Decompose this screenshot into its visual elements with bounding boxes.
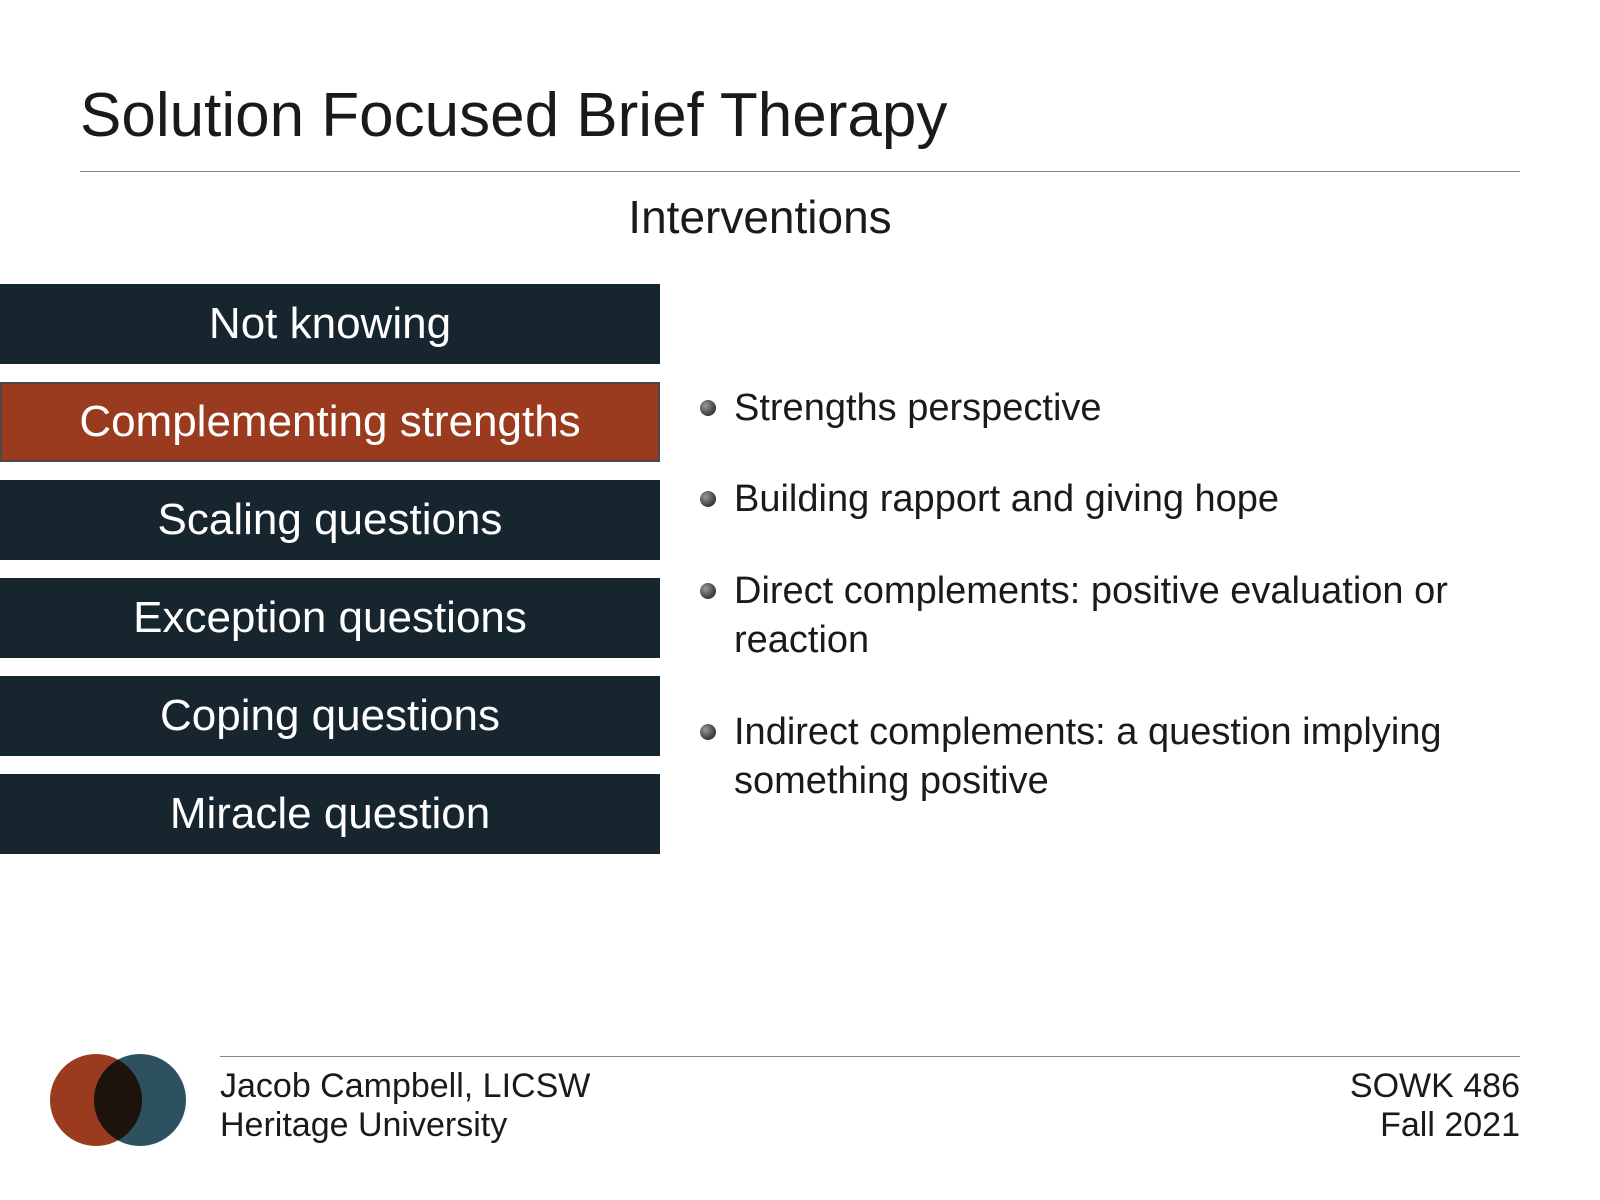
pill-miracle-question: Miracle question	[0, 774, 660, 854]
footer-term: Fall 2021	[1350, 1106, 1520, 1145]
footer: Jacob Campbell, LICSW Heritage Universit…	[50, 1050, 1520, 1150]
interventions-list: Not knowing Complementing strengths Scal…	[0, 284, 660, 854]
venn-logo	[50, 1050, 190, 1150]
bullet-icon	[700, 583, 716, 599]
bullet-icon	[700, 491, 716, 507]
bullet-icon	[700, 400, 716, 416]
pill-scaling-questions: Scaling questions	[0, 480, 660, 560]
footer-left: Jacob Campbell, LICSW Heritage Universit…	[220, 1067, 590, 1145]
bullet-item: Strengths perspective	[700, 384, 1480, 433]
pill-exception-questions: Exception questions	[0, 578, 660, 658]
pill-complementing-strengths: Complementing strengths	[0, 382, 660, 462]
bullet-item: Indirect complements: a question implyin…	[700, 708, 1480, 807]
slide-subtitle: Interventions	[0, 190, 1520, 244]
bullet-column: Strengths perspective Building rapport a…	[700, 284, 1520, 806]
bullet-icon	[700, 724, 716, 740]
venn-right-circle	[94, 1054, 186, 1146]
content-row: Not knowing Complementing strengths Scal…	[0, 284, 1520, 854]
bullet-item: Building rapport and giving hope	[700, 475, 1480, 524]
bullet-list: Strengths perspective Building rapport a…	[700, 384, 1480, 806]
footer-text: Jacob Campbell, LICSW Heritage Universit…	[220, 1056, 1520, 1145]
slide: Solution Focused Brief Therapy Intervent…	[0, 0, 1600, 1200]
footer-right: SOWK 486 Fall 2021	[1350, 1067, 1520, 1145]
slide-title: Solution Focused Brief Therapy	[80, 80, 1520, 151]
pill-not-knowing: Not knowing	[0, 284, 660, 364]
footer-author: Jacob Campbell, LICSW	[220, 1067, 590, 1106]
footer-course: SOWK 486	[1350, 1067, 1520, 1106]
bullet-item: Direct complements: positive evaluation …	[700, 567, 1480, 666]
footer-institution: Heritage University	[220, 1106, 590, 1145]
title-rule	[80, 171, 1520, 172]
pill-coping-questions: Coping questions	[0, 676, 660, 756]
